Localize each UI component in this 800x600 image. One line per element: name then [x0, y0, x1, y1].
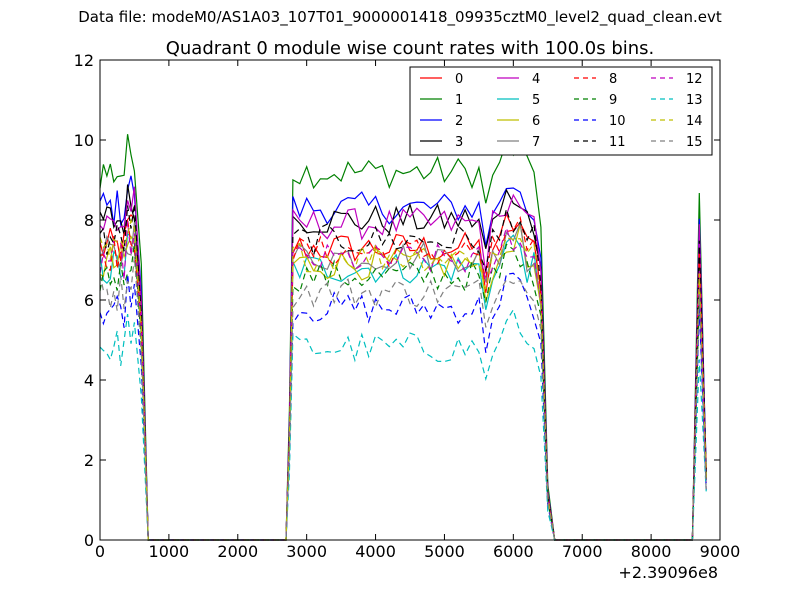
- y-tick-label: 6: [84, 291, 94, 310]
- series-line-0: [99, 212, 707, 541]
- y-tick-label: 8: [84, 211, 94, 230]
- x-tick-label: 6000: [493, 542, 534, 561]
- legend-label-15: 15: [686, 135, 703, 150]
- legend-label-5: 5: [532, 93, 540, 108]
- legend-label-14: 14: [686, 114, 703, 129]
- series-line-8: [99, 216, 707, 541]
- series-line-11: [99, 203, 707, 541]
- series-line-4: [99, 186, 707, 541]
- y-tick-label: 10: [74, 131, 94, 150]
- x-axis-offset: +2.39096e8: [618, 563, 718, 582]
- series-line-10: [99, 272, 707, 541]
- plot-lines: [99, 134, 707, 541]
- legend-label-11: 11: [609, 135, 626, 150]
- x-tick-label: 8000: [631, 542, 672, 561]
- chart-title: Quadrant 0 module wise count rates with …: [166, 38, 655, 59]
- x-tick-label: 1000: [149, 542, 190, 561]
- legend-label-2: 2: [455, 114, 463, 129]
- x-tick-label: 0: [95, 542, 105, 561]
- series-line-14: [99, 218, 707, 541]
- x-tick-label: 7000: [562, 542, 603, 561]
- series-line-7: [99, 220, 707, 541]
- legend-label-4: 4: [532, 72, 540, 87]
- legend-label-6: 6: [532, 114, 540, 129]
- y-tick-label: 4: [84, 371, 94, 390]
- x-tick-label: 3000: [286, 542, 327, 561]
- legend-label-3: 3: [455, 135, 463, 150]
- figure-suptitle: Data file: modeM0/AS1A03_107T01_90000014…: [78, 8, 722, 26]
- x-tick-label: 2000: [217, 542, 258, 561]
- x-axis: 0 1000 2000 3000 4000 5000 6000 7000 8000 9000: [95, 60, 740, 561]
- legend-label-0: 0: [455, 72, 463, 87]
- legend-label-1: 1: [455, 93, 463, 108]
- x-tick-label: 5000: [424, 542, 465, 561]
- x-tick-label: 4000: [355, 542, 396, 561]
- series-line-5: [99, 232, 707, 541]
- legend-label-12: 12: [686, 72, 703, 87]
- series-line-15: [99, 256, 707, 541]
- series-line-1: [99, 134, 707, 541]
- legend-label-7: 7: [532, 135, 540, 150]
- y-tick-label: 12: [74, 51, 94, 70]
- legend-label-9: 9: [609, 93, 617, 108]
- y-tick-label: 2: [84, 451, 94, 470]
- series-line-9: [99, 242, 707, 541]
- legend-label-8: 8: [609, 72, 617, 87]
- series-line-2: [99, 175, 707, 541]
- y-tick-label: 0: [84, 531, 94, 550]
- legend-label-13: 13: [686, 93, 703, 108]
- legend-frame: [409, 66, 713, 156]
- series-line-6: [99, 224, 707, 541]
- series-line-3: [99, 184, 707, 541]
- series-line-13: [99, 308, 707, 541]
- legend-label-10: 10: [609, 114, 626, 129]
- x-tick-label: 9000: [700, 542, 741, 561]
